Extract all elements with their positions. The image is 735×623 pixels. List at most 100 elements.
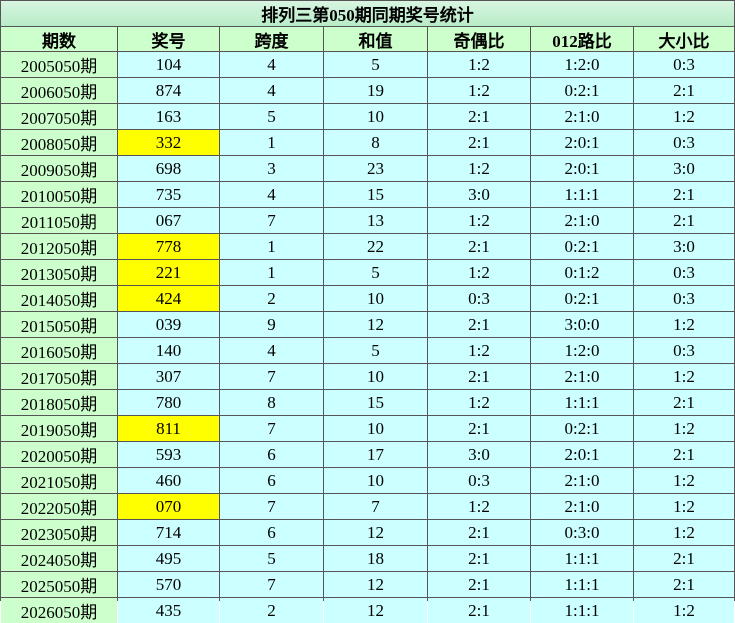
data-cell: 5 [324,260,427,285]
data-cell: 6 [220,442,323,467]
data-cell: 1:2 [428,260,530,285]
data-cell: 10 [324,364,427,389]
period-cell: 2018050期 [1,390,117,415]
data-cell: 2:1:0 [531,494,633,519]
data-cell: 22 [324,234,427,259]
data-cell: 1:2 [634,598,734,623]
data-cell: 104 [118,52,219,77]
data-cell: 1:1:1 [531,546,633,571]
data-cell: 1:1:1 [531,390,633,415]
period-cell: 2011050期 [1,208,117,233]
data-cell: 1:2:0 [531,338,633,363]
header-cell: 奖号 [118,27,219,51]
data-cell: 593 [118,442,219,467]
data-cell: 8 [324,130,427,155]
data-cell: 1:2 [428,52,530,77]
data-cell: 1 [220,234,323,259]
data-cell: 2:0:1 [531,442,633,467]
data-cell: 4 [220,182,323,207]
data-cell: 2:1 [428,598,530,623]
data-cell: 2:1:0 [531,104,633,129]
period-cell: 2025050期 [1,572,117,597]
data-cell: 3:0:0 [531,312,633,337]
data-cell: 1:2 [428,78,530,103]
data-cell: 0:3 [634,52,734,77]
data-cell: 1:2 [428,390,530,415]
data-cell: 1:1:1 [531,598,633,623]
period-cell: 2016050期 [1,338,117,363]
data-cell: 2:1 [634,572,734,597]
period-cell: 2021050期 [1,468,117,493]
data-cell: 332 [118,130,219,155]
data-cell: 7 [220,572,323,597]
data-cell: 9 [220,312,323,337]
data-cell: 23 [324,156,427,181]
data-cell: 2:1 [428,104,530,129]
data-cell: 307 [118,364,219,389]
data-cell: 2:1 [428,416,530,441]
data-cell: 1:2 [634,364,734,389]
data-cell: 15 [324,390,427,415]
data-cell: 1:2 [634,468,734,493]
data-cell: 424 [118,286,219,311]
data-cell: 0:2:1 [531,78,633,103]
header-cell: 期数 [1,27,117,51]
data-cell: 5 [324,338,427,363]
data-cell: 2:1 [428,130,530,155]
data-cell: 1:2 [634,494,734,519]
period-cell: 2014050期 [1,286,117,311]
period-cell: 2017050期 [1,364,117,389]
data-cell: 0:3 [428,468,530,493]
data-cell: 10 [324,104,427,129]
header-cell: 大小比 [634,27,734,51]
period-cell: 2019050期 [1,416,117,441]
period-cell: 2026050期 [1,598,117,623]
data-cell: 4 [220,52,323,77]
data-cell: 163 [118,104,219,129]
data-cell: 1:2:0 [531,52,633,77]
data-cell: 067 [118,208,219,233]
period-cell: 2020050期 [1,442,117,467]
data-cell: 10 [324,286,427,311]
period-cell: 2024050期 [1,546,117,571]
period-cell: 2008050期 [1,130,117,155]
data-cell: 3:0 [428,182,530,207]
data-cell: 778 [118,234,219,259]
data-cell: 2 [220,286,323,311]
data-cell: 0:1:2 [531,260,633,285]
data-cell: 7 [220,494,323,519]
data-cell: 3 [220,156,323,181]
data-cell: 0:2:1 [531,416,633,441]
data-cell: 12 [324,598,427,623]
period-cell: 2022050期 [1,494,117,519]
data-cell: 2:1 [428,312,530,337]
data-cell: 7 [220,364,323,389]
data-cell: 13 [324,208,427,233]
data-cell: 140 [118,338,219,363]
period-cell: 2009050期 [1,156,117,181]
data-cell: 495 [118,546,219,571]
data-cell: 2:1:0 [531,364,633,389]
data-cell: 7 [220,208,323,233]
data-cell: 2:1 [428,546,530,571]
data-cell: 6 [220,520,323,545]
data-cell: 2:1 [634,390,734,415]
data-cell: 0:2:1 [531,234,633,259]
data-cell: 2:1 [634,78,734,103]
data-cell: 12 [324,520,427,545]
data-cell: 811 [118,416,219,441]
data-cell: 2:1 [634,182,734,207]
header-cell: 跨度 [220,27,323,51]
data-cell: 12 [324,312,427,337]
data-cell: 19 [324,78,427,103]
data-cell: 1:1:1 [531,182,633,207]
data-cell: 18 [324,546,427,571]
data-cell: 698 [118,156,219,181]
data-cell: 2:1 [428,364,530,389]
header-cell: 奇偶比 [428,27,530,51]
data-cell: 2:1 [634,442,734,467]
data-cell: 2:1 [428,520,530,545]
data-cell: 3:0 [634,156,734,181]
data-cell: 0:2:1 [531,286,633,311]
